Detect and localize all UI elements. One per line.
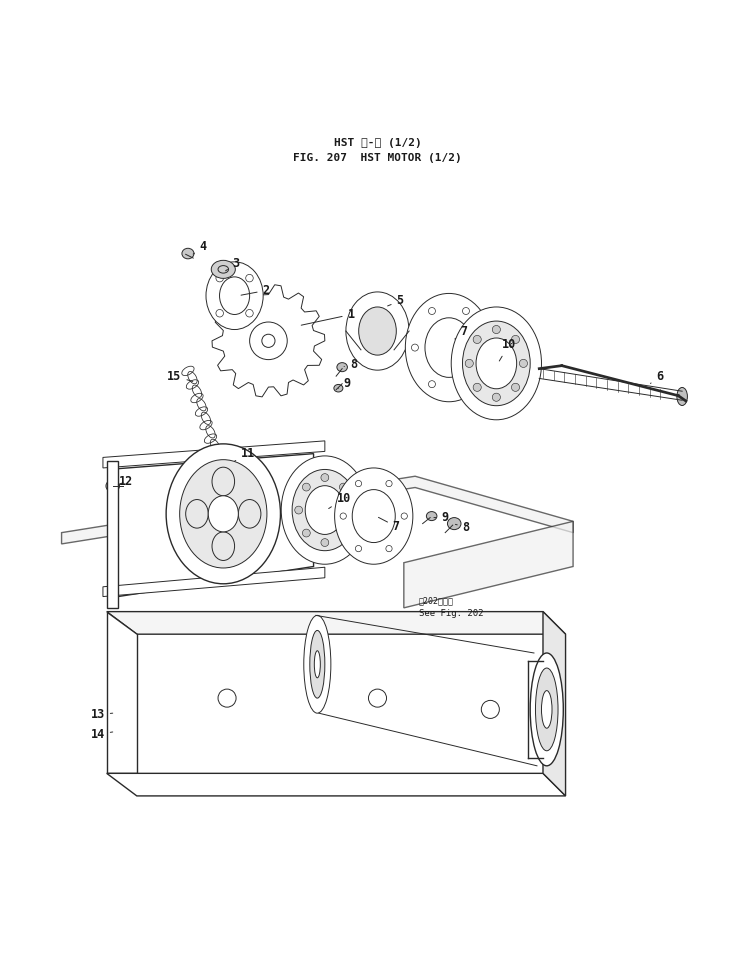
Text: 6: 6 [651, 370, 663, 383]
Circle shape [519, 360, 528, 368]
Text: HST モ-タ (1/2): HST モ-タ (1/2) [334, 137, 421, 148]
Text: 1: 1 [301, 308, 355, 326]
Ellipse shape [292, 469, 358, 551]
Ellipse shape [346, 292, 409, 370]
Ellipse shape [180, 459, 267, 568]
Circle shape [492, 393, 501, 402]
Text: FIG. 207  HST MOTOR (1/2): FIG. 207 HST MOTOR (1/2) [293, 153, 462, 163]
Text: 10: 10 [328, 492, 351, 509]
Ellipse shape [314, 650, 320, 678]
Text: 14: 14 [91, 727, 112, 741]
Text: 9: 9 [434, 511, 448, 525]
Ellipse shape [359, 307, 396, 355]
Ellipse shape [211, 260, 236, 279]
Ellipse shape [310, 631, 325, 698]
Text: 2: 2 [241, 284, 270, 297]
Ellipse shape [405, 293, 492, 402]
Circle shape [479, 344, 486, 351]
Circle shape [356, 545, 362, 552]
Text: 7: 7 [455, 325, 467, 339]
Ellipse shape [281, 456, 368, 565]
Ellipse shape [677, 387, 687, 406]
Text: 第202図参照: 第202図参照 [419, 597, 454, 605]
Circle shape [356, 481, 362, 487]
Polygon shape [543, 611, 565, 796]
Polygon shape [106, 773, 565, 796]
Circle shape [473, 335, 481, 343]
Circle shape [386, 545, 392, 552]
Circle shape [492, 326, 501, 333]
Ellipse shape [106, 480, 119, 492]
Circle shape [473, 383, 481, 391]
Text: 10: 10 [499, 338, 516, 361]
Ellipse shape [182, 249, 194, 258]
Circle shape [428, 380, 436, 388]
Ellipse shape [427, 512, 437, 521]
Polygon shape [103, 567, 325, 597]
Circle shape [411, 344, 418, 351]
Ellipse shape [334, 384, 343, 392]
Ellipse shape [476, 338, 516, 389]
Circle shape [463, 307, 470, 315]
Ellipse shape [353, 489, 396, 542]
Ellipse shape [425, 318, 473, 377]
Ellipse shape [305, 486, 344, 534]
Text: 9: 9 [338, 377, 351, 390]
Text: 15: 15 [168, 370, 193, 382]
Circle shape [511, 383, 519, 391]
Text: 13: 13 [91, 708, 112, 722]
Circle shape [303, 484, 310, 491]
Circle shape [321, 474, 328, 482]
Polygon shape [106, 461, 118, 607]
Ellipse shape [206, 262, 263, 330]
Text: 12: 12 [119, 475, 133, 488]
Text: 11: 11 [235, 448, 255, 461]
Circle shape [465, 360, 473, 368]
Text: 8: 8 [455, 521, 470, 534]
Polygon shape [106, 611, 565, 634]
Polygon shape [103, 441, 325, 468]
Circle shape [511, 335, 519, 343]
Circle shape [463, 380, 470, 388]
Polygon shape [118, 453, 313, 597]
Circle shape [321, 538, 328, 547]
Circle shape [340, 529, 347, 537]
Text: 8: 8 [344, 358, 357, 370]
Ellipse shape [448, 518, 461, 529]
Ellipse shape [530, 653, 563, 765]
Circle shape [303, 529, 310, 537]
Ellipse shape [304, 615, 331, 713]
Text: See Fig. 202: See Fig. 202 [419, 609, 483, 618]
Text: 4: 4 [193, 240, 207, 254]
Polygon shape [404, 522, 573, 607]
Text: 7: 7 [378, 518, 400, 533]
Ellipse shape [541, 690, 552, 728]
Ellipse shape [535, 668, 558, 751]
Circle shape [428, 307, 436, 315]
Circle shape [386, 481, 392, 487]
Circle shape [401, 513, 408, 520]
Circle shape [340, 484, 347, 491]
Text: 5: 5 [387, 294, 404, 307]
Ellipse shape [166, 444, 280, 584]
Ellipse shape [334, 468, 413, 565]
Circle shape [340, 513, 347, 520]
Circle shape [294, 506, 303, 514]
Ellipse shape [208, 495, 239, 532]
Ellipse shape [463, 321, 530, 406]
Text: 3: 3 [226, 256, 239, 271]
Ellipse shape [337, 363, 347, 371]
Ellipse shape [451, 307, 541, 420]
Polygon shape [106, 611, 137, 773]
Polygon shape [62, 476, 573, 544]
Circle shape [347, 506, 355, 514]
